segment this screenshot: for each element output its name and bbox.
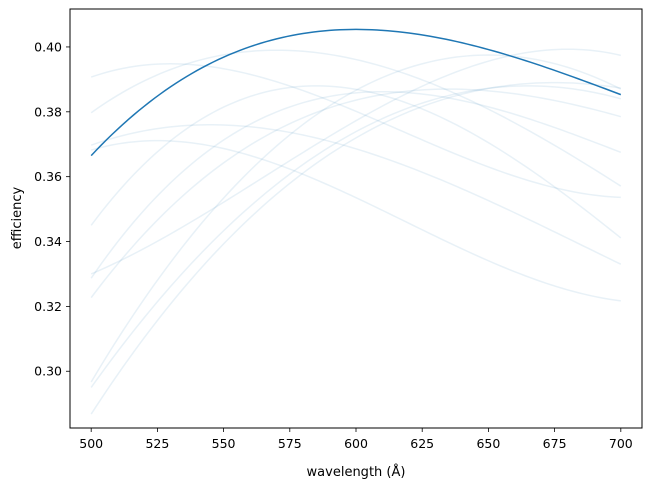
series-line-10 [90,81,621,415]
y-axis-label: efficiency [10,186,25,249]
x-tick-label: 700 [609,436,633,451]
series-line-4 [90,49,622,187]
series-layer [90,28,622,415]
y-tick-label: 0.32 [34,299,62,314]
x-tick-label: 500 [79,436,103,451]
x-axis-label: wavelength (Å) [307,464,406,480]
x-tick-label: 675 [543,436,567,451]
series-line-9 [90,85,622,388]
y-tick-label: 0.34 [34,234,62,249]
y-axis: 0.30 0.32 0.34 0.36 0.38 0.40 [34,39,70,379]
series-line-1 [90,63,621,199]
x-axis: 500 525 550 575 600 625 650 675 700 [79,428,633,451]
series-line-3 [90,124,622,265]
series-line-7 [90,88,622,299]
x-tick-label: 550 [212,436,236,451]
series-line-2 [90,139,621,302]
x-tick-label: 625 [410,436,434,451]
y-tick-label: 0.30 [34,364,62,379]
x-tick-label: 575 [278,436,302,451]
y-tick-label: 0.40 [34,39,62,54]
y-tick-label: 0.36 [34,169,62,184]
series-line-6 [90,90,622,279]
series-line-11 [90,48,621,275]
series-line-5 [90,85,622,239]
x-tick-label: 525 [145,436,169,451]
x-tick-label: 600 [344,436,368,451]
series-line-highlight [90,28,622,157]
x-tick-label: 650 [476,436,500,451]
plot-frame [69,8,643,429]
y-tick-label: 0.38 [34,104,62,119]
series-line-8 [90,54,622,383]
